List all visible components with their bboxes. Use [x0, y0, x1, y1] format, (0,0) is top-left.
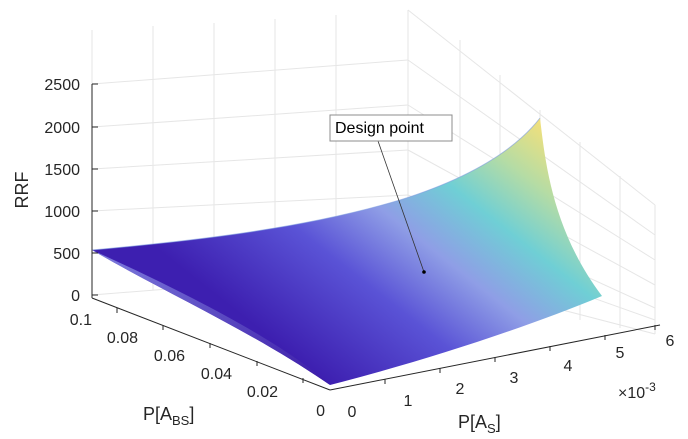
design-point-annotation: Design point — [329, 114, 453, 274]
x-tick-labels: 0 1 2 3 4 5 6 — [348, 333, 675, 421]
x-tick-label: 1 — [404, 393, 413, 410]
z-tick-labels: 2500 2000 1500 1000 500 0 — [44, 77, 80, 305]
y-tick-labels: 0.1 0.08 0.06 0.04 0.02 0 — [70, 312, 325, 420]
z-tick-label: 0 — [71, 288, 80, 305]
surface — [91, 117, 602, 385]
x-tick-label: 6 — [666, 333, 675, 350]
x-axis-label: P[AS] — [458, 412, 501, 436]
y-tick-label: 0.08 — [107, 330, 138, 347]
annotation-arrow — [377, 140, 425, 273]
y-tick-label: 0.02 — [247, 384, 278, 401]
x-tick-label: 5 — [616, 345, 625, 362]
x-tick-label: 4 — [564, 358, 573, 375]
y-tick-label: 0 — [316, 403, 325, 420]
z-tick-label: 2500 — [44, 77, 80, 94]
z-tick-label: 1000 — [44, 204, 80, 221]
annotation-box — [329, 114, 453, 142]
y-axis-label: P[ABS] — [143, 404, 194, 428]
y-tick-label: 0.06 — [154, 348, 185, 365]
x-tick-label: 3 — [510, 370, 519, 387]
x-tick-label: 2 — [456, 381, 465, 398]
design-point-marker — [422, 270, 426, 274]
z-tick-label: 500 — [53, 246, 80, 263]
z-tick-label: 1500 — [44, 162, 80, 179]
z-axis-label: RRF — [12, 172, 32, 209]
y-tick-label: 0.1 — [70, 312, 92, 329]
annotation-label: Design point — [335, 120, 425, 137]
x-exponent-label: ×10-3 — [618, 380, 656, 402]
y-tick-label: 0.04 — [201, 366, 232, 383]
z-tick-label: 2000 — [44, 120, 80, 137]
tick-marks — [92, 83, 656, 384]
x-tick-label: 0 — [348, 404, 357, 421]
